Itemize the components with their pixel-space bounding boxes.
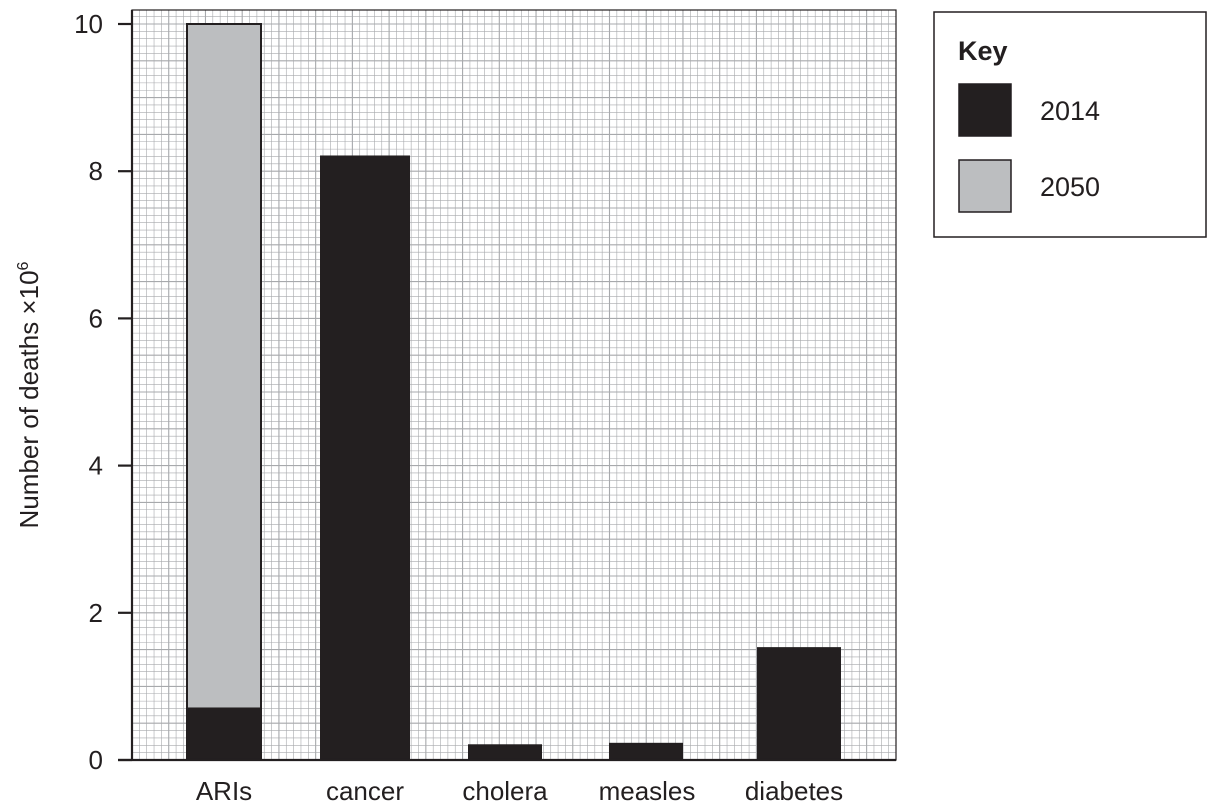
legend-label-2014: 2014 [1040,96,1100,126]
legend-swatch-2014 [958,83,1012,137]
y-tick-label: 2 [89,598,103,628]
x-tick-label-cholera: cholera [462,776,548,806]
x-tick-labels: ARIs cancer cholera measles diabetes [196,776,843,806]
y-tick-label: 6 [89,303,103,333]
bar-aris-2014 [186,707,262,761]
legend: Key 2014 2050 [933,11,1207,238]
legend-label-2050: 2050 [1040,172,1100,202]
y-tick-label: 0 [89,745,103,775]
x-tick-label-diabetes: diabetes [745,776,843,806]
y-tick-label: 8 [89,156,103,186]
bars [186,23,841,762]
bar-diabetes-2014 [757,647,841,761]
x-tick-label-measles: measles [599,776,696,806]
bar-measles-2014 [609,742,683,761]
y-axis-title-text: Number of deaths × [14,299,44,528]
x-tick-label-aris: ARIs [196,776,252,806]
legend-title: Key [958,36,1008,66]
y-tick-label: 10 [74,9,103,39]
legend-swatch-2050 [958,159,1012,213]
axes [118,10,896,762]
bar-aris-2050 [186,23,262,710]
y-axis-title: Number of deaths ×106 [14,261,44,528]
y-tick-labels: 0 2 4 6 8 10 [74,9,103,775]
x-tick-label-cancer: cancer [326,776,404,806]
bar-cholera-2014 [468,744,542,762]
y-axis-title-base: 10 [14,270,44,299]
bar-cancer-2014 [320,155,410,762]
y-axis-title-exponent: 6 [15,261,32,270]
y-tick-label: 4 [89,451,103,481]
